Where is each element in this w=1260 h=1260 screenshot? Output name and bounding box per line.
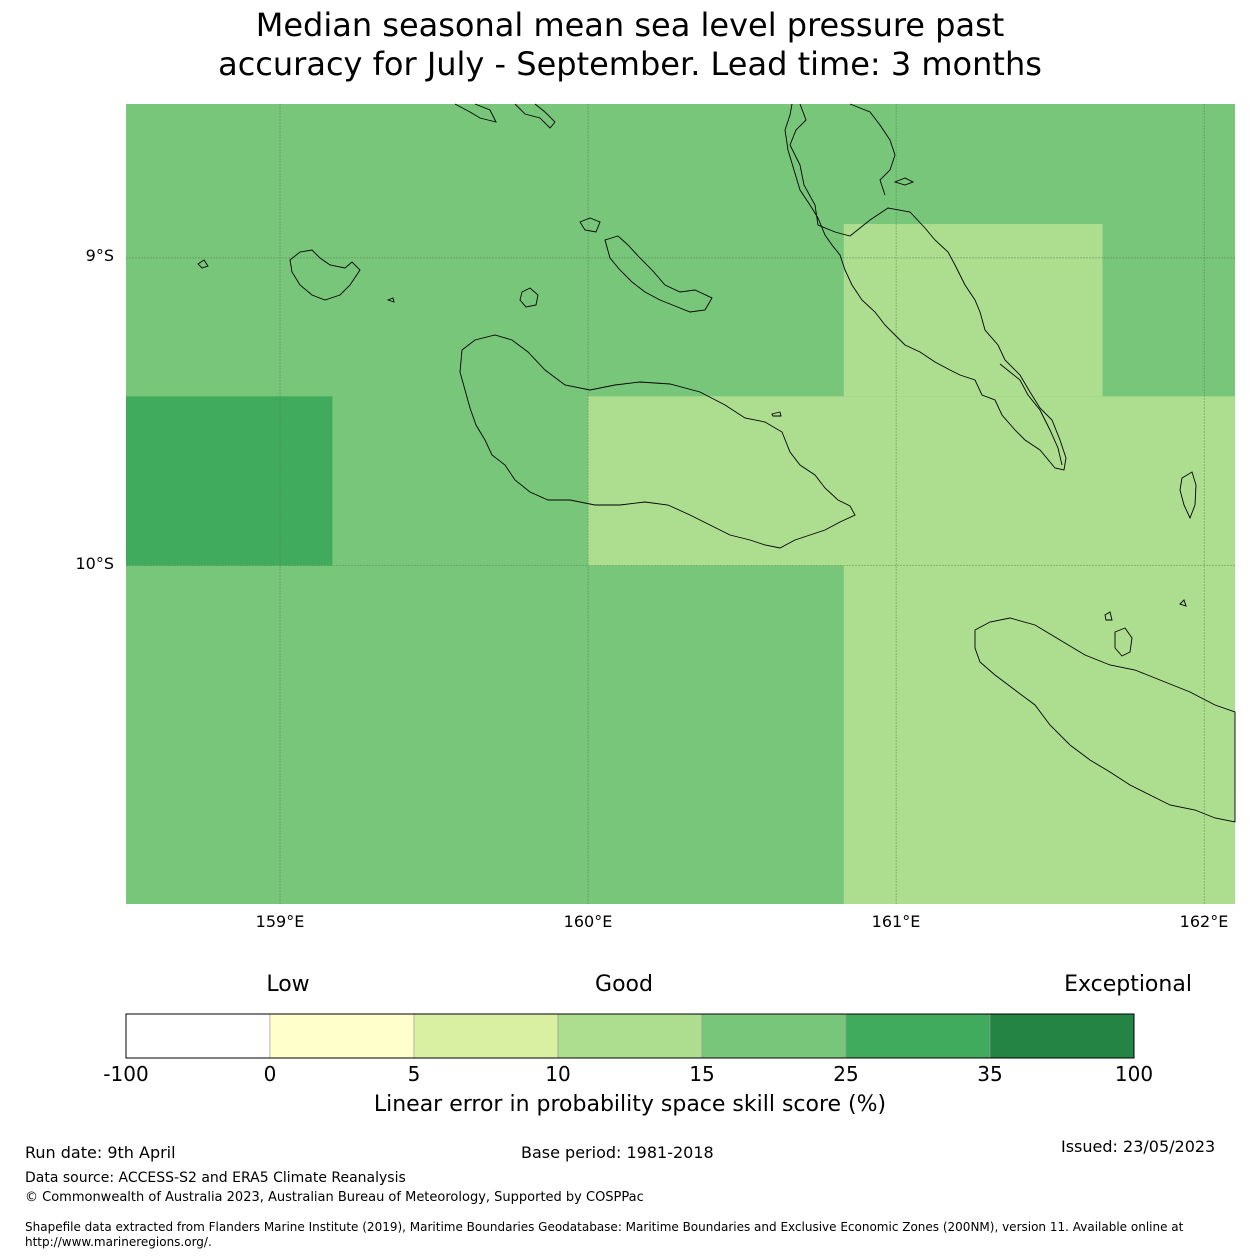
colorbar-bin-2 xyxy=(413,1013,559,1059)
copyright: © Commonwealth of Australia 2023, Austra… xyxy=(25,1190,644,1205)
colorbar-tick-2: 5 xyxy=(407,1062,421,1086)
lon-label-160e: 160°E xyxy=(563,912,613,931)
map-panel xyxy=(126,103,1236,904)
coastline-islet-a xyxy=(893,177,915,186)
coastline-northern-islets xyxy=(454,103,497,123)
chart-title: Median seasonal mean sea level pressure … xyxy=(0,6,1260,84)
colorbar-bin-4 xyxy=(701,1013,847,1059)
colorbar-bin-3 xyxy=(557,1013,703,1059)
coastline-nggela xyxy=(579,217,713,313)
colorbar-tick-1: 0 xyxy=(263,1062,277,1086)
colorbar-tick-5: 25 xyxy=(833,1062,859,1086)
shapefile-credit: Shapefile data extracted from Flanders M… xyxy=(25,1220,1184,1249)
colorbar-tick-0: -100 xyxy=(103,1062,149,1086)
legend-category-low: Low xyxy=(266,972,310,997)
coastline-islet-c xyxy=(386,297,395,303)
coastlines xyxy=(197,103,1236,823)
coastline-makira xyxy=(974,617,1236,823)
colorbar-tick-7: 100 xyxy=(1114,1062,1154,1086)
coastline-islet-e xyxy=(1179,471,1197,520)
lat-label-9s: 9°S xyxy=(85,246,114,265)
coastline-northern-islets-2 xyxy=(514,103,556,129)
colorbar-title: Linear error in probability space skill … xyxy=(373,1092,887,1117)
colorbar-bin-6 xyxy=(989,1013,1135,1059)
skill-cell-2 xyxy=(588,396,1235,566)
run-date: Run date: 9th April xyxy=(25,1143,176,1162)
colorbar-tick-3: 10 xyxy=(545,1062,571,1086)
coastline-savo xyxy=(519,287,539,308)
lon-label-161e: 161°E xyxy=(871,912,921,931)
coastline-islet-f xyxy=(1104,611,1113,621)
legend-category-exceptional: Exceptional xyxy=(1064,972,1192,997)
data-source: Data source: ACCESS-S2 and ERA5 Climate … xyxy=(25,1170,406,1186)
skill-cell-4 xyxy=(126,396,333,566)
issued-date: Issued: 23/05/2023 xyxy=(1061,1137,1216,1156)
lon-label-159e: 159°E xyxy=(255,912,305,931)
lat-label-10s: 10°S xyxy=(75,554,114,573)
coastline-islet-b xyxy=(197,259,209,269)
graticule xyxy=(126,104,1235,904)
base-period: Base period: 1981-2018 xyxy=(521,1143,714,1162)
coastline-russell-islands xyxy=(289,249,361,301)
skill-score-cells xyxy=(126,104,1235,904)
colorbar-bin-5 xyxy=(845,1013,991,1059)
colorbar-tick-4: 15 xyxy=(689,1062,715,1086)
colorbar-frame xyxy=(125,1013,1135,1059)
skill-cell-1 xyxy=(843,224,1103,397)
coastline-islet-d xyxy=(771,411,782,417)
title-line-1: Median seasonal mean sea level pressure … xyxy=(255,6,1005,44)
coastline-isabel-north xyxy=(849,103,896,196)
colorbar-bin-1 xyxy=(269,1013,415,1059)
coastline-islet-g xyxy=(1179,599,1187,607)
coastline-isabel-east xyxy=(999,363,1063,466)
coastline-islet-h xyxy=(1114,627,1133,657)
legend-category-good: Good xyxy=(595,972,653,997)
coastline-santa-isabel xyxy=(784,103,1067,471)
colorbar-tick-6: 35 xyxy=(977,1062,1003,1086)
title-line-2: accuracy for July - September. Lead time… xyxy=(218,45,1042,83)
lon-label-162e: 162°E xyxy=(1179,912,1229,931)
colorbar-bin-0 xyxy=(125,1013,271,1059)
skill-cell-3 xyxy=(843,565,1235,904)
coastline-guadalcanal xyxy=(459,334,856,549)
